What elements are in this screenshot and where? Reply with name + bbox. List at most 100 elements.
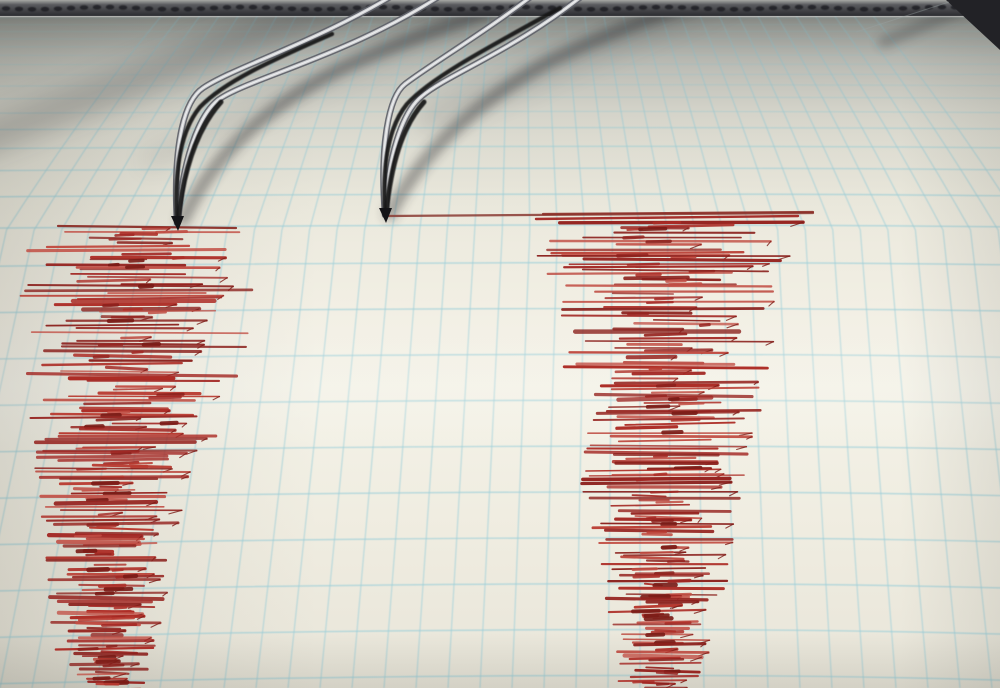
stroke: [87, 275, 229, 279]
perforation-dot: [690, 5, 700, 11]
stroke: [171, 256, 185, 260]
stroke: [56, 610, 145, 617]
stroke: [610, 386, 760, 391]
stroke: [77, 647, 99, 651]
stroke: [101, 623, 138, 627]
stroke: [113, 606, 128, 610]
perforation-dot: [105, 4, 115, 10]
stroke: [73, 353, 173, 359]
stroke: [142, 446, 156, 450]
perforation-dot: [911, 5, 921, 11]
stroke: [102, 303, 120, 308]
perforation-dot: [885, 6, 895, 12]
corner-wedge: [855, 0, 1000, 50]
stroke: [595, 410, 740, 415]
stroke: [125, 264, 146, 270]
stroke: [736, 446, 747, 451]
perforation-dot: [677, 5, 687, 10]
stroke: [693, 574, 704, 579]
stroke: [639, 551, 674, 555]
stroke: [674, 551, 687, 555]
stroke: [714, 468, 722, 473]
corner-wedge-edge: [855, 1, 950, 33]
right-trace: [385, 210, 815, 688]
stroke: [560, 314, 738, 318]
perforation-dot: [781, 5, 791, 10]
stroke: [45, 518, 161, 522]
stroke: [680, 633, 694, 639]
stroke: [201, 438, 208, 442]
stroke: [616, 415, 715, 420]
perforation-dot: [326, 6, 336, 12]
stroke: [148, 578, 161, 584]
stroke: [766, 240, 772, 247]
perforation-dot: [937, 4, 947, 10]
stroke: [645, 632, 666, 638]
stroke: [615, 425, 679, 430]
stroke: [186, 327, 194, 332]
stroke: [43, 349, 203, 353]
stroke: [89, 526, 154, 531]
stroke: [617, 509, 732, 513]
stroke: [651, 518, 674, 523]
stroke: [561, 307, 765, 311]
stroke: [649, 490, 679, 494]
stroke: [631, 608, 661, 614]
stroke: [725, 523, 734, 529]
stroke: [622, 235, 645, 240]
corner-wedge-shape: [946, 0, 1000, 50]
perforation-dot: [729, 7, 739, 12]
stroke: [97, 391, 202, 396]
stroke: [711, 486, 722, 490]
perforation-dot: [495, 5, 505, 10]
stroke: [72, 487, 120, 492]
stroke: [633, 321, 740, 326]
stroke: [45, 244, 191, 249]
stroke: [583, 450, 749, 456]
stroke: [633, 642, 707, 647]
stroke: [45, 323, 180, 327]
stroke: [724, 541, 733, 546]
stroke: [765, 341, 774, 346]
stroke: [568, 263, 770, 266]
stroke: [666, 595, 691, 600]
stroke: [584, 340, 775, 343]
perforation-dot: [261, 5, 271, 10]
perforation-dot: [651, 4, 661, 10]
stroke: [645, 666, 675, 670]
stroke: [78, 427, 177, 432]
stroke: [666, 559, 686, 563]
stroke: [645, 300, 674, 305]
stroke: [655, 647, 679, 652]
perforation-dot: [443, 7, 453, 12]
stroke: [568, 351, 729, 355]
perforation-dot: [768, 5, 778, 11]
stroke: [746, 265, 754, 270]
stroke: [217, 257, 226, 262]
stroke: [729, 491, 738, 497]
stroke: [66, 638, 155, 643]
stroke: [103, 460, 140, 466]
stroke: [591, 525, 713, 530]
stroke: [137, 568, 146, 572]
stroke: [110, 452, 132, 456]
stroke: [76, 278, 152, 283]
stylus-tip: [379, 208, 392, 223]
stroke: [113, 673, 127, 678]
perforation-dot: [846, 6, 856, 12]
stroke: [212, 395, 220, 401]
stroke: [623, 275, 690, 281]
stroke: [95, 659, 121, 664]
perforation-dot: [27, 7, 37, 12]
stylus-wire-highlight: [382, 0, 528, 216]
stroke: [145, 501, 157, 507]
stroke: [95, 417, 142, 422]
perforation-dot: [703, 6, 713, 11]
stroke: [632, 574, 661, 579]
stroke: [645, 239, 672, 244]
perforation-dot: [742, 6, 752, 12]
stroke: [77, 616, 135, 622]
stroke: [648, 366, 663, 371]
stroke: [35, 470, 191, 473]
